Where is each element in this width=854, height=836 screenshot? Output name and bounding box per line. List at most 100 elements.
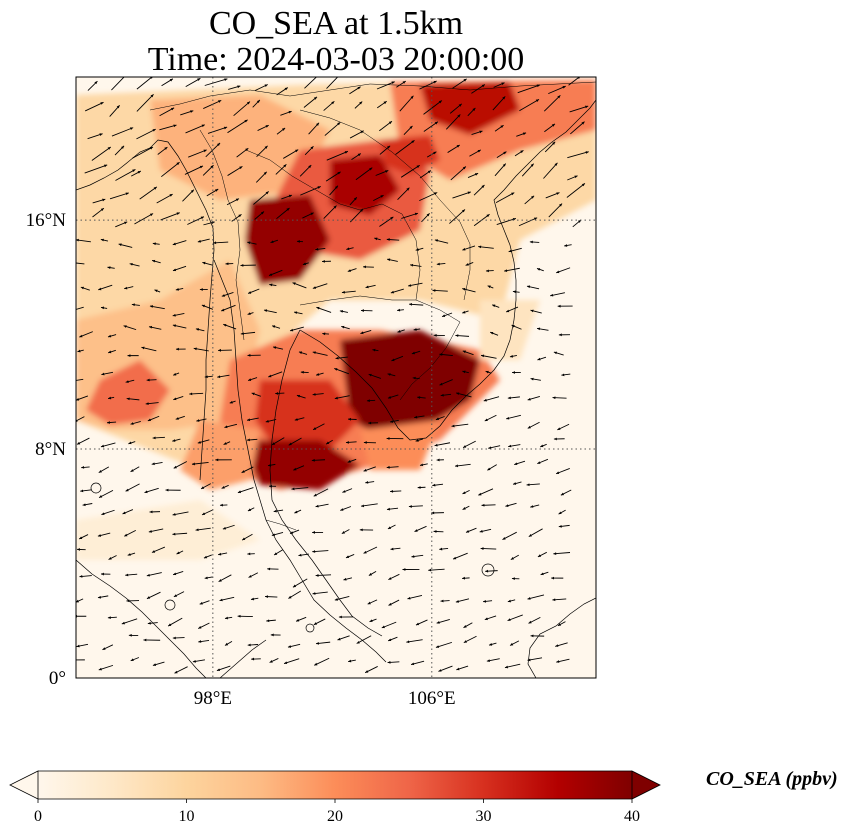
wind-arrow	[167, 617, 183, 627]
wind-arrow	[386, 238, 400, 241]
wind-arrow	[483, 599, 493, 603]
wind-arrow	[296, 394, 306, 399]
wind-arrow	[98, 664, 114, 671]
wind-arrow	[311, 458, 326, 462]
wind-arrow	[557, 621, 566, 627]
wind-arrow	[439, 379, 453, 386]
wind-arrow	[449, 103, 463, 114]
wind-arrow	[207, 126, 228, 134]
wind-arrow	[76, 395, 89, 401]
wind-arrow	[77, 548, 86, 551]
wind-arrow	[505, 502, 517, 507]
wind-arrow	[79, 331, 93, 338]
wind-arrow	[494, 124, 504, 132]
wind-arrow	[543, 95, 561, 112]
wind-arrow	[507, 599, 516, 603]
wind-arrow	[387, 636, 398, 642]
wind-arrow	[221, 484, 229, 489]
wind-arrow	[251, 392, 262, 397]
border-china-north	[149, 81, 596, 111]
wind-arrow	[526, 483, 540, 487]
wind-arrow	[548, 85, 566, 95]
wind-arrow	[276, 127, 286, 135]
wind-arrow	[485, 269, 494, 273]
wind-arrow	[288, 437, 302, 446]
wind-arrow	[550, 292, 565, 297]
wind-arrow	[151, 546, 166, 553]
wind-arrow	[410, 660, 425, 666]
wind-arrow	[76, 659, 85, 661]
wind-arrow	[79, 575, 92, 578]
wind-arrow	[381, 621, 397, 629]
wind-arrow	[270, 239, 279, 244]
wind-arrow	[419, 170, 432, 179]
wind-arrow	[152, 661, 165, 666]
border-myanmar-thailand	[199, 129, 245, 341]
wind-arrow	[368, 571, 377, 576]
lat-tick-label: 16°N	[26, 210, 67, 231]
wind-arrow	[195, 527, 211, 532]
coastline-indochina-south	[299, 99, 596, 441]
wind-arrow	[390, 489, 402, 493]
wind-arrow	[451, 423, 469, 428]
wind-arrow	[388, 599, 400, 606]
wind-arrow	[312, 393, 324, 396]
wind-arrow	[528, 616, 541, 624]
wind-arrow	[388, 573, 400, 581]
co-plume-13	[240, 440, 360, 490]
wind-arrow	[415, 438, 424, 442]
wind-arrow	[564, 244, 572, 247]
wind-arrow	[128, 441, 136, 445]
wind-arrow	[92, 198, 106, 204]
wind-arrow	[78, 534, 89, 540]
colorbar-ticks: 0 10 20 30 40	[34, 799, 640, 825]
wind-arrow	[201, 509, 213, 516]
wind-arrow	[386, 507, 399, 511]
wind-arrow	[386, 437, 404, 440]
wind-arrow	[462, 287, 476, 293]
wind-arrow	[247, 377, 258, 381]
wind-arrow	[504, 267, 520, 272]
wind-arrow	[172, 240, 187, 246]
wind-arrow	[270, 633, 281, 637]
wind-arrow	[289, 326, 304, 332]
wind-arrow	[97, 595, 109, 599]
wind-arrow	[271, 325, 281, 329]
wind-arrow	[557, 304, 573, 308]
wind-arrow	[345, 440, 357, 444]
wind-arrow	[172, 312, 185, 317]
wind-arrow	[435, 641, 453, 648]
wind-arrow	[107, 266, 115, 270]
wind-arrow	[465, 262, 474, 266]
wind-arrow	[389, 419, 399, 423]
wind-arrow	[202, 164, 214, 176]
wind-arrow	[147, 415, 160, 422]
wind-arrow	[271, 531, 284, 537]
wind-arrow	[558, 509, 566, 515]
wind-arrow	[130, 420, 141, 425]
wind-arrow	[146, 378, 157, 382]
wind-arrow	[411, 554, 424, 558]
wind-arrow	[172, 636, 185, 640]
wind-arrow	[552, 396, 567, 400]
wind-arrow	[315, 247, 326, 251]
wind-arrow	[365, 284, 376, 289]
wind-arrow	[376, 100, 387, 109]
wind-arrow	[567, 175, 578, 181]
wind-arrow	[351, 153, 362, 161]
lat-tick-label: 8°N	[35, 439, 66, 460]
wind-arrow	[346, 247, 354, 251]
wind-arrow	[237, 487, 254, 494]
wind-arrow	[136, 128, 156, 140]
wind-arrow	[182, 189, 195, 202]
wind-arrow	[455, 334, 470, 337]
wind-arrow	[410, 263, 422, 267]
wind-arrow	[101, 572, 111, 576]
wind-arrow	[379, 145, 391, 155]
wind-arrow	[299, 164, 312, 177]
colorbar: 0 10 20 30 40	[9, 770, 661, 825]
wind-arrow	[537, 458, 549, 465]
wind-arrow	[450, 166, 467, 181]
wind-arrow	[271, 437, 285, 446]
wind-arrow	[527, 421, 540, 429]
